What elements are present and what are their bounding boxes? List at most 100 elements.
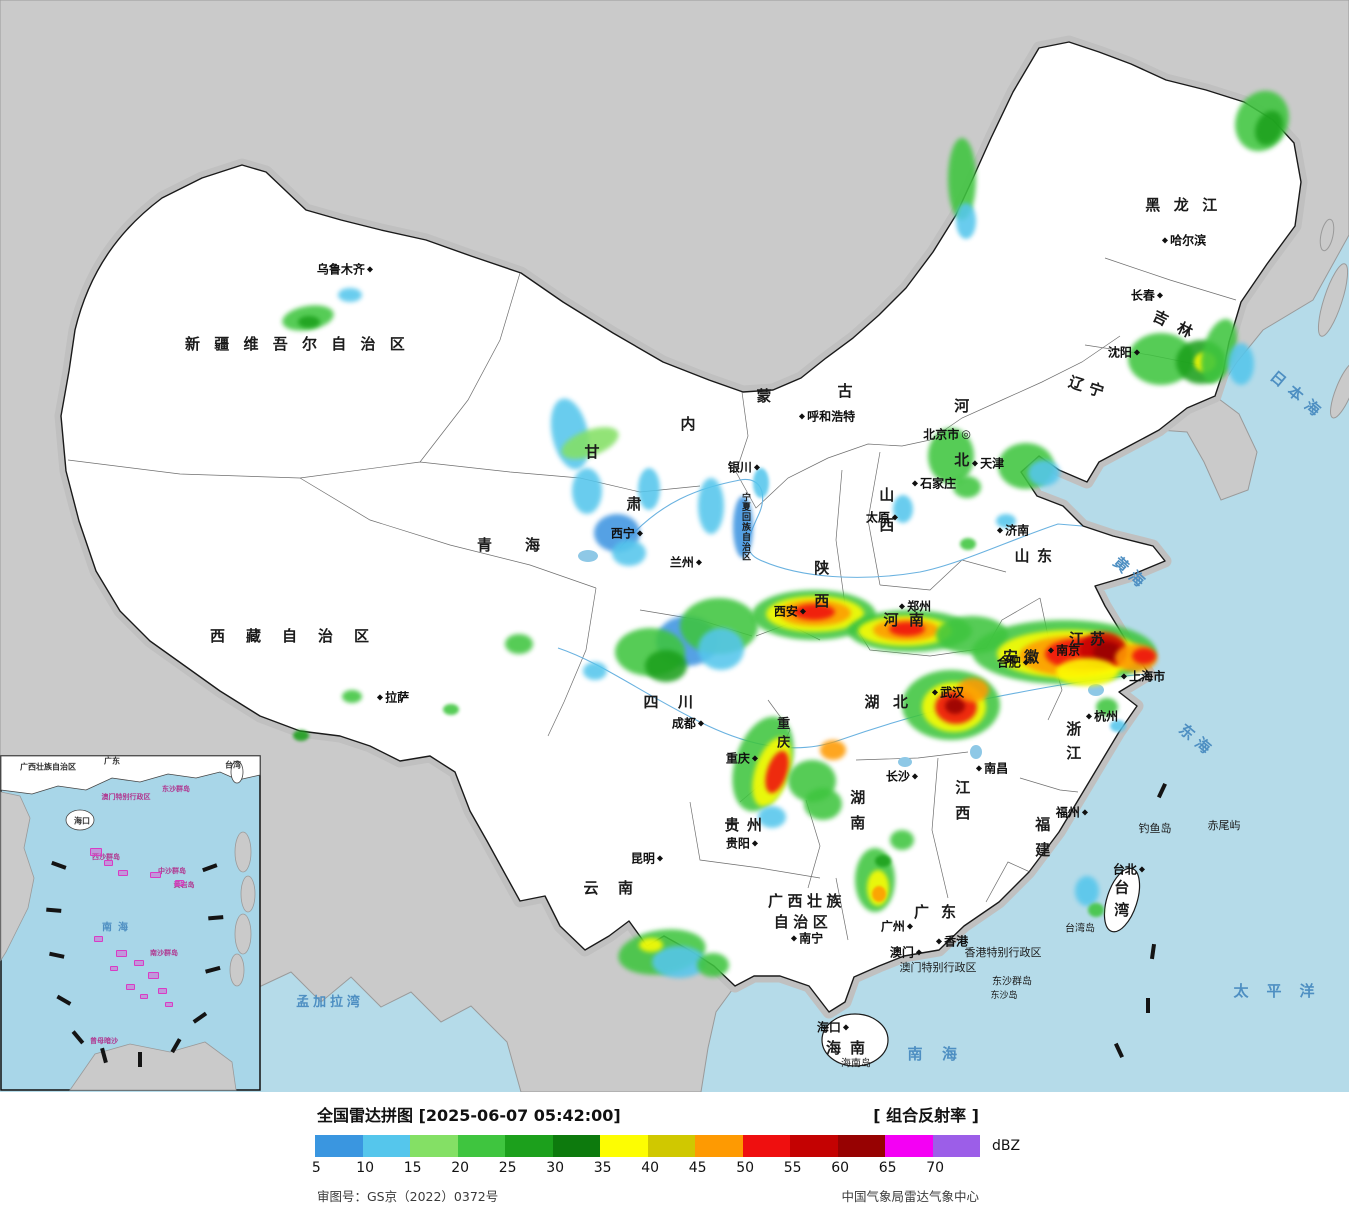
unit-label: dBZ (992, 1138, 1021, 1154)
inset-label: 台湾 (225, 760, 241, 770)
radar-echo (928, 428, 974, 484)
city-name: 昆明 (630, 851, 655, 866)
radar-echo (1132, 648, 1156, 664)
color-scale-bar (315, 1135, 981, 1157)
radar-echo (1110, 720, 1126, 732)
taiwan-island (1103, 867, 1141, 933)
legend-value: 35 (593, 1160, 612, 1176)
legend-swatch-15 (410, 1135, 458, 1157)
city-label: 沈阳 ◆ (1108, 344, 1140, 361)
city-marker-icon: ◆ (931, 687, 939, 696)
city-marker-icon: ◆ (1161, 235, 1169, 244)
south-china-sea-inset (0, 755, 261, 1091)
radar-echo (1088, 903, 1104, 917)
boundary-dash (170, 1038, 182, 1053)
city-marker-icon: ◆ (753, 462, 761, 471)
boundary-dash (1113, 1042, 1124, 1059)
city-marker-icon: ◆ (697, 718, 705, 727)
radar-echo (638, 468, 660, 510)
city-name: 南昌 (984, 761, 1009, 776)
inset-label: 广东 (104, 756, 120, 766)
city-marker-icon: ◆ (798, 411, 806, 420)
radar-echo (996, 514, 1016, 528)
city-name: 澳门 (889, 945, 914, 960)
legend-swatch-30 (552, 1135, 600, 1157)
province-label: 新疆维吾尔自治区 (184, 334, 420, 353)
place-label: 东沙岛 (990, 991, 1018, 1002)
province-label: 湖北 (864, 692, 922, 711)
province-label: 海南 (825, 1038, 875, 1057)
city-label: ◆ 南京 (1048, 642, 1080, 659)
radar-echo (1096, 698, 1118, 716)
city-name: 拉萨 (385, 690, 410, 705)
boundary-dash (138, 1052, 142, 1067)
sea-label: 黄海 (1109, 553, 1153, 595)
city-marker-icon: ◆ (915, 947, 923, 956)
city-marker-icon: ◆ (975, 763, 983, 772)
city-name: 沈阳 (1107, 345, 1132, 360)
radar-echo (645, 650, 687, 682)
city-name: 呼和浩特 (807, 409, 856, 424)
radar-echo (804, 788, 842, 820)
sea-label: 日本海 (1266, 367, 1330, 425)
city-label: ◆ 武汉 (932, 684, 964, 701)
map-overlay: 新疆维吾尔自治区 西藏自治区 青海 甘肃 内 蒙 古宁夏回族自治区 陕西 山西 河北 山东 河南 江苏安… (20, 82, 1330, 1070)
city-name: 长沙 (885, 769, 910, 784)
legend-value: 50 (736, 1160, 755, 1176)
inset-island (90, 848, 102, 856)
legend-swatch-50 (742, 1135, 790, 1157)
city-name: 南京 (1056, 643, 1081, 658)
legend-value: 65 (878, 1160, 897, 1176)
province-label: 广东 (913, 902, 969, 921)
legend-swatch-65 (885, 1135, 933, 1157)
city-marker-icon: ◆ (636, 528, 644, 537)
province-label: 河北 (952, 398, 971, 506)
legend-swatch-60 (837, 1135, 885, 1157)
city-label: 海口 ◆ (817, 1019, 849, 1036)
inset-label: 海口 (74, 816, 90, 826)
boundary-dash (71, 1030, 84, 1045)
city-name: 银川 (727, 460, 752, 475)
city-marker-icon: ◆ (1085, 711, 1093, 720)
radar-echo (890, 830, 914, 850)
credit: 中国气象局雷达气象中心 (841, 1189, 979, 1204)
place-label: 香港特别行政区 (964, 945, 1042, 959)
boundary-dash (192, 1011, 207, 1024)
legend-panel: 全国雷达拼图 [2025-06-07 05:42:00] [ 组合反射率 ] d… (0, 1092, 1349, 1208)
province-label: 黑龙江 (1145, 195, 1231, 214)
city-label: 长春 ◆ (1131, 287, 1163, 304)
radar-echo (612, 540, 646, 566)
sea-label: 南海 (907, 1044, 977, 1063)
city-label: 兰州 ◆ (670, 554, 702, 571)
province-label: 广西壮族 (767, 891, 847, 910)
inset-label: 黄岩岛 (173, 881, 195, 890)
city-label: ◆ 南宁 (791, 930, 823, 947)
province-label: 辽宁 (1066, 372, 1112, 403)
province-label: 江西 (953, 779, 972, 831)
radar-echo (1228, 343, 1254, 385)
legend-value: 5 (311, 1160, 321, 1176)
legend-swatch-5 (315, 1135, 363, 1157)
inset-label: 西沙群岛 (92, 853, 120, 862)
city-marker-icon: ◆ (751, 838, 759, 847)
province-label: 肃 (626, 494, 642, 513)
inset-label: 南海 (102, 922, 134, 934)
city-marker-icon: ◆ (751, 753, 759, 762)
sea-label: 孟加拉湾 (296, 994, 364, 1010)
city-label: ◆ 郑州 (899, 598, 931, 615)
inset-island (158, 988, 167, 994)
boundary-dash (202, 863, 218, 872)
city-name: 长春 (1130, 288, 1155, 303)
city-marker-icon: ◆ (1081, 807, 1089, 816)
province-label: 宁夏回族自治区 (739, 492, 750, 562)
city-marker-icon: ◆ (906, 921, 914, 930)
city-label: ◆ 济南 (997, 522, 1029, 539)
radar-map: 新疆维吾尔自治区 西藏自治区 青海 甘肃 内 蒙 古宁夏回族自治区 陕西 山西 河北 山东 河南 江苏安… (0, 0, 1349, 1092)
legend-swatch-25 (505, 1135, 553, 1157)
legend-swatch-10 (362, 1135, 410, 1157)
city-marker-icon: ◆ (376, 692, 384, 701)
city-name: 台北 (1112, 862, 1137, 877)
province-label: 内 (680, 414, 696, 433)
boundary-dash (205, 965, 221, 974)
boundary-dash (208, 915, 224, 920)
